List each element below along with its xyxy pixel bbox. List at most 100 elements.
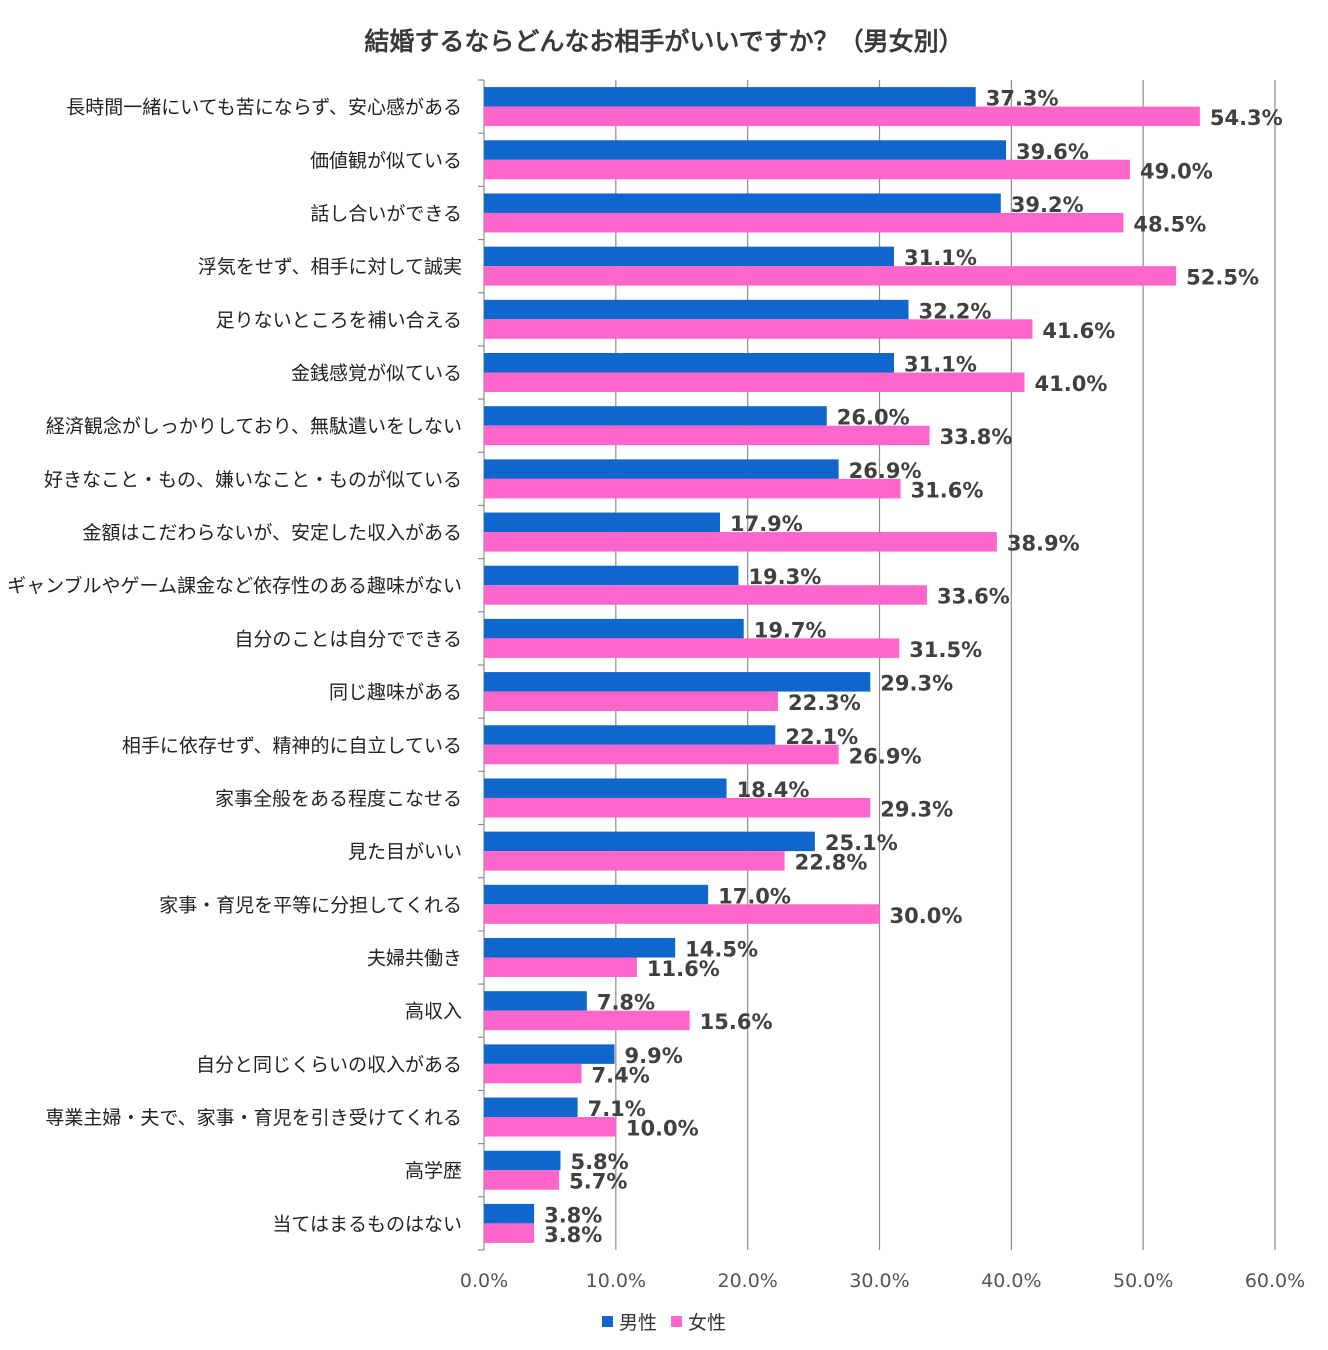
category-label: 相手に依存せず、精神的に自立している: [122, 735, 462, 757]
legend-item-male: 男性: [601, 1308, 657, 1335]
data-label-female: 5.7%: [569, 1170, 627, 1194]
bar-female: [484, 478, 901, 499]
category-label: 高収入: [405, 1001, 462, 1023]
data-label-female: 11.6%: [647, 957, 720, 981]
bar-female: [484, 744, 839, 765]
bar-female: [484, 1223, 535, 1243]
category-label: 高学歴: [405, 1160, 462, 1182]
bar-female: [484, 851, 785, 871]
bar-male: [484, 831, 815, 852]
data-label-female: 31.6%: [911, 478, 984, 502]
data-label-female: 31.5%: [909, 638, 982, 662]
category-label: 自分のことは自分でできる: [234, 628, 462, 650]
category-label: 価値観が似ている: [310, 150, 462, 172]
bar-male: [484, 193, 1001, 213]
bar-female: [484, 532, 997, 552]
bar-female: [484, 106, 1200, 127]
data-label-male: 9.9%: [625, 1044, 683, 1068]
category-label: 経済観念がしっかりしており、無駄遣いをしない: [46, 415, 462, 438]
category-label: 同じ趣味がある: [329, 682, 462, 704]
bar-male: [484, 299, 909, 320]
category-label: 好きなこと・もの、嫌いなこと・ものが似ている: [44, 469, 462, 491]
data-label-female: 49.0%: [1140, 159, 1213, 183]
category-label: 金額はこだわらないが、安定した収入がある: [82, 522, 462, 544]
bar-male: [484, 618, 744, 639]
data-label-female: 22.8%: [795, 851, 868, 875]
bar-female: [484, 797, 871, 818]
bar-male: [484, 246, 895, 267]
bar-male: [484, 87, 976, 107]
data-label-female: 54.3%: [1210, 106, 1283, 130]
data-label-female: 30.0%: [890, 904, 963, 928]
category-label: 自分と同じくらいの収入がある: [196, 1054, 462, 1076]
data-label-male: 3.8%: [544, 1203, 602, 1227]
bar-female: [484, 425, 930, 446]
bar-female: [484, 372, 1025, 392]
bar-female: [484, 691, 778, 712]
bar-female: [484, 1010, 690, 1031]
bar-chart: 0.0% 10.0% 20.0% 30.0% 40.0% 50.0% 60.0% 長時間一緒に…: [7, 79, 1305, 1292]
x-tick-label: 60.0%: [1245, 1270, 1305, 1292]
bar-male: [484, 991, 587, 1011]
bar-female: [484, 266, 1177, 286]
x-tick-label: 30.0%: [849, 1270, 909, 1292]
data-label-female: 33.6%: [937, 585, 1010, 609]
bar-female: [484, 904, 880, 924]
bar-female: [484, 1117, 616, 1137]
category-label: 浮気をせず、相手に対して誠実: [198, 256, 462, 278]
data-label-female: 41.0%: [1035, 372, 1108, 396]
x-tick-label: 50.0%: [1113, 1270, 1173, 1292]
data-label-female: 22.3%: [788, 691, 861, 715]
bar-female: [484, 957, 637, 977]
data-label-female: 33.8%: [940, 425, 1013, 449]
data-label-female: 10.0%: [626, 1117, 699, 1141]
legend-item-female: 女性: [671, 1308, 726, 1335]
bar-female: [484, 159, 1130, 180]
category-label: 足りないところを補い合える: [216, 309, 462, 331]
data-label-male: 29.3%: [880, 672, 953, 696]
bar-male: [484, 353, 895, 373]
bar-female: [484, 1170, 560, 1190]
x-tick-label: 20.0%: [717, 1270, 777, 1292]
legend: 男性 女性: [0, 1308, 1328, 1335]
category-label: 当てはまるものはない: [272, 1213, 462, 1235]
bar-male: [484, 725, 776, 745]
category-label: 話し合いができる: [310, 203, 462, 225]
legend-label-male: 男性: [618, 1312, 657, 1334]
bar-female: [484, 319, 1033, 339]
legend-swatch-male: [601, 1316, 613, 1327]
data-label-female: 7.4%: [592, 1063, 650, 1087]
category-label: 専業主婦・夫で、家事・育児を引き受けてくれる: [45, 1107, 462, 1129]
bar-female: [484, 1063, 582, 1084]
bar-male: [484, 140, 1007, 160]
category-label: 長時間一緒にいても苦にならず、安心感がある: [66, 97, 462, 119]
category-label: 見た目がいい: [348, 841, 462, 863]
data-label-female: 48.5%: [1133, 212, 1206, 236]
data-label-male: 14.5%: [685, 938, 758, 962]
data-label-female: 3.8%: [544, 1223, 602, 1247]
bar-male: [484, 672, 871, 692]
data-label-female: 38.9%: [1007, 532, 1080, 556]
x-tick-label: 40.0%: [981, 1270, 1041, 1292]
data-label-male: 25.1%: [825, 831, 898, 855]
bar-male: [484, 778, 727, 798]
category-label: ギャンブルやゲーム課金など依存性のある趣味がない: [7, 574, 462, 597]
bar-male: [484, 1097, 578, 1118]
data-label-female: 26.9%: [849, 744, 922, 768]
bar-male: [484, 884, 709, 905]
data-label-female: 41.6%: [1042, 319, 1115, 343]
bar-male: [484, 1203, 535, 1224]
bar-male: [484, 1150, 561, 1171]
bar-male: [484, 406, 827, 426]
legend-label-female: 女性: [688, 1312, 727, 1334]
bar-male: [484, 938, 676, 958]
data-label-male: 5.8%: [570, 1150, 628, 1174]
x-tick-label: 0.0%: [460, 1270, 508, 1292]
category-label: 夫婦共働き: [367, 948, 462, 970]
bar-female: [484, 638, 900, 658]
data-label-female: 29.3%: [880, 797, 953, 821]
legend-swatch-female: [671, 1316, 682, 1327]
data-label-female: 52.5%: [1186, 266, 1259, 290]
data-label-female: 15.6%: [700, 1010, 773, 1034]
bar-female: [484, 212, 1124, 233]
